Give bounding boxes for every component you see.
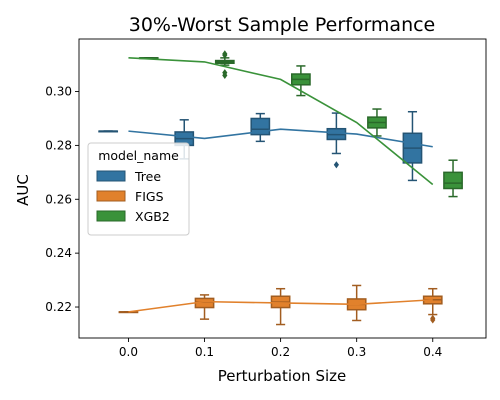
series-line-tree bbox=[128, 128, 433, 148]
box-figs bbox=[194, 294, 215, 320]
x-tick-label: 0.4 bbox=[423, 345, 442, 359]
y-axis-label: AUC bbox=[14, 174, 32, 206]
y-tick-label: 0.28 bbox=[45, 138, 72, 152]
y-tick-label: 0.22 bbox=[45, 300, 72, 314]
flier-point bbox=[222, 71, 228, 79]
box-xgb2 bbox=[291, 65, 311, 97]
box-tree bbox=[402, 110, 423, 182]
x-axis-label: Perturbation Size bbox=[218, 367, 346, 385]
legend-swatch-xgb2 bbox=[96, 210, 126, 222]
x-tick-label: 0.0 bbox=[119, 345, 138, 359]
box-figs bbox=[118, 311, 139, 314]
box-tree bbox=[250, 112, 271, 143]
box-xgb2 bbox=[214, 50, 235, 79]
legend: model_name Tree FIGS XGB2 bbox=[87, 142, 190, 236]
legend-title: model_name bbox=[98, 148, 179, 163]
chart-title: 30%-Worst Sample Performance bbox=[129, 14, 436, 36]
box-tree bbox=[98, 130, 119, 133]
box-body bbox=[443, 171, 463, 190]
legend-label-xgb2: XGB2 bbox=[135, 209, 170, 224]
legend-swatch-tree bbox=[96, 170, 126, 182]
plot-area: 0.0 0.1 0.2 0.3 0.4 0.22 0.24 0.26 0.28 0.30 bbox=[45, 38, 487, 359]
box-figs bbox=[422, 287, 443, 324]
y-tick-label: 0.30 bbox=[45, 85, 72, 99]
box-figs bbox=[270, 287, 291, 326]
flier-point bbox=[222, 50, 228, 58]
flier-point bbox=[333, 161, 339, 169]
y-tick-label: 0.24 bbox=[45, 246, 72, 260]
legend-label-figs: FIGS bbox=[135, 189, 164, 204]
x-tick-label: 0.1 bbox=[195, 345, 214, 359]
legend-swatch-figs bbox=[96, 190, 126, 202]
flier-point bbox=[430, 316, 436, 324]
box-tree bbox=[326, 112, 347, 169]
box-xgb2 bbox=[443, 159, 463, 198]
x-tick-label: 0.2 bbox=[271, 345, 290, 359]
box-xgb2 bbox=[367, 108, 387, 137]
y-tick-label: 0.26 bbox=[45, 192, 72, 206]
axes-frame bbox=[78, 38, 487, 339]
legend-label-tree: Tree bbox=[134, 169, 161, 184]
x-tick-label: 0.3 bbox=[347, 345, 366, 359]
box-figs bbox=[346, 284, 367, 322]
series-line-xgb2 bbox=[128, 57, 434, 186]
series-line-figs bbox=[128, 298, 433, 313]
